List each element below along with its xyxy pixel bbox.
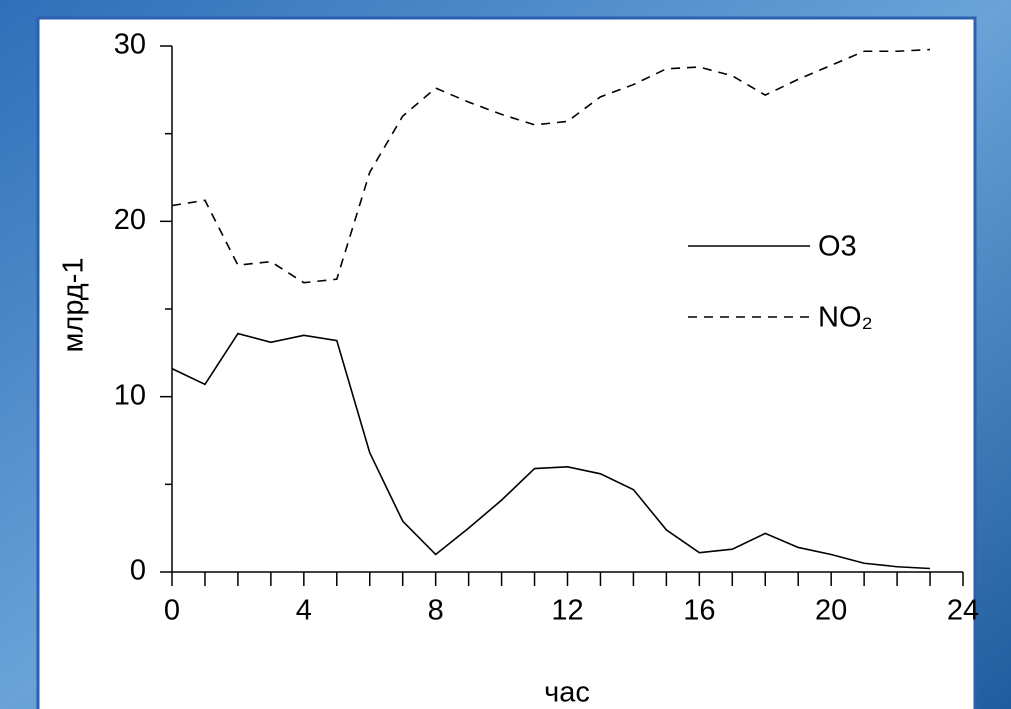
- x-tick-label: 4: [296, 595, 312, 627]
- legend-label: NO₂: [818, 302, 873, 334]
- y-tick-label: 0: [130, 555, 146, 587]
- x-tick-label: 20: [815, 595, 847, 627]
- y-axis-label: млрд-1: [58, 257, 90, 352]
- chart: млрд-1 час 0 10 20 30 0 4 8 12 16 20 24 O3 NO₂: [0, 0, 1011, 709]
- legend-label: O3: [818, 231, 857, 263]
- x-tick-label: 16: [683, 595, 715, 627]
- x-tick-label: 12: [551, 595, 583, 627]
- x-tick-label: 24: [947, 595, 979, 627]
- x-tick-label: 0: [164, 595, 180, 627]
- y-tick-label: 30: [114, 29, 146, 61]
- page: млрд-1 час 010203004812162024O3NO₂ (() =…: [0, 0, 1011, 709]
- x-tick-label: 8: [428, 595, 444, 627]
- y-tick-label: 10: [114, 379, 146, 411]
- x-axis-label: час: [544, 677, 590, 709]
- y-tick-label: 20: [114, 204, 146, 236]
